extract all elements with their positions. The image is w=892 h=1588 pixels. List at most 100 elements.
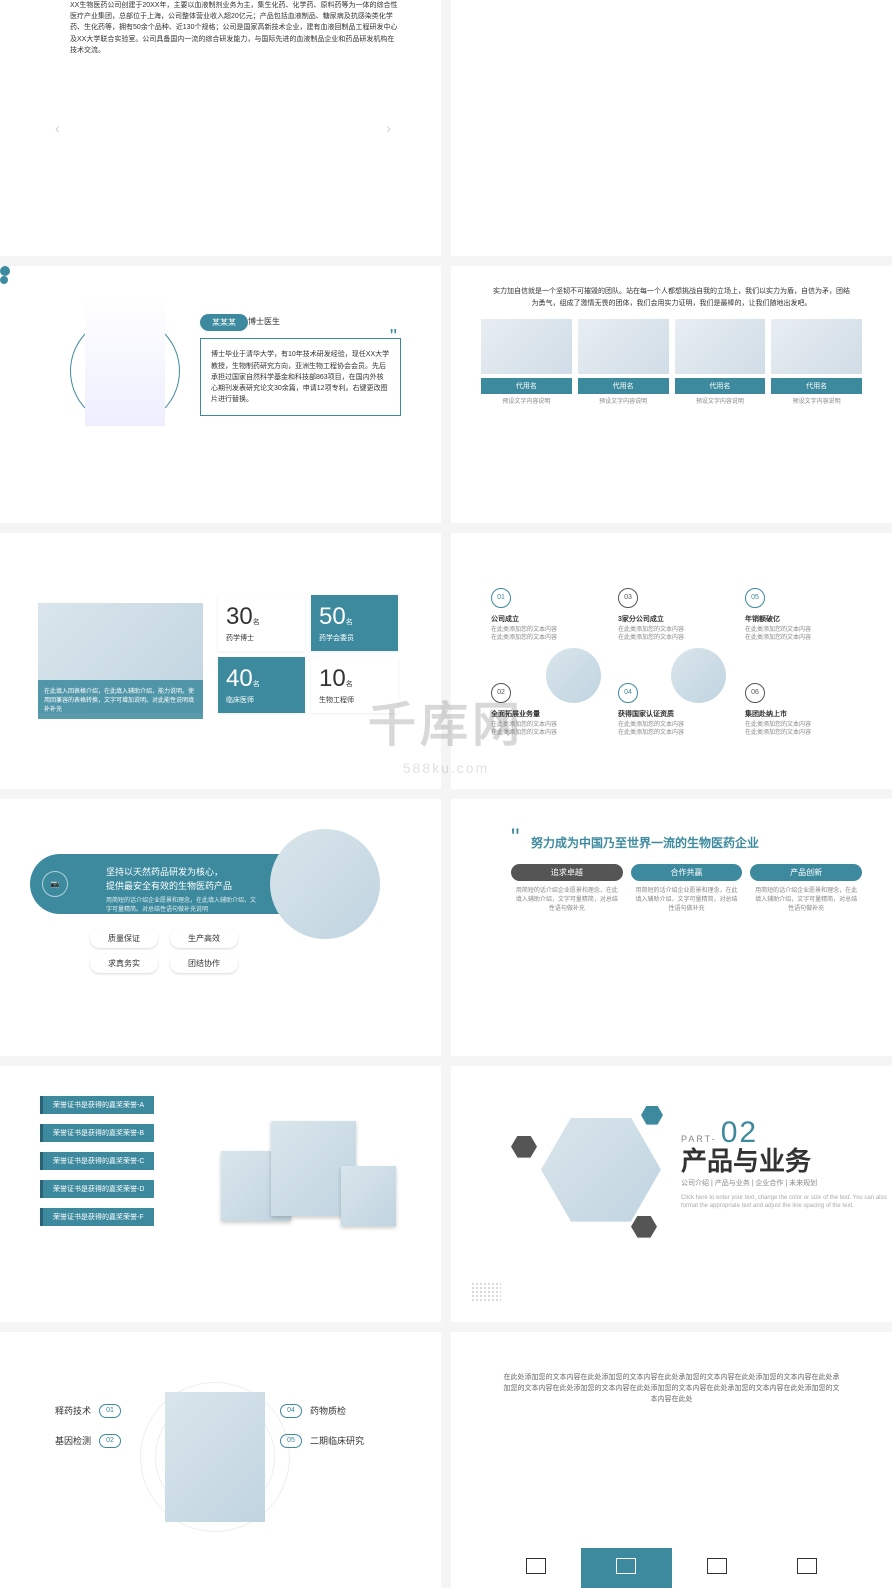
honor-list: 荣誉证书是获得的嘉奖荣誉-A 荣誉证书是获得的嘉奖荣誉-B 荣誉证书是获得的嘉奖荣誉… — [40, 1096, 154, 1236]
card-image — [481, 319, 572, 374]
tab-icon — [616, 1558, 636, 1574]
pill-text: 用简短的话介绍企业愿景和理念，在此填入辅助介绍，文字可量精简，对总结性语句做补充 — [750, 881, 862, 920]
honor-images — [221, 1121, 401, 1231]
stat-num: 50 — [319, 603, 346, 630]
honor-item: 荣誉证书是获得的嘉奖荣誉-A — [40, 1096, 154, 1114]
doctor-name-pill: 某某某 — [200, 314, 248, 331]
value-chip: 求真务实 — [90, 954, 158, 973]
tech-label: 药物质检 — [310, 1404, 346, 1417]
value-chip: 团结协作 — [170, 954, 238, 973]
hex-deco — [631, 1216, 657, 1238]
timeline-num: 04 — [618, 683, 638, 703]
stat-unit: 名 — [346, 681, 353, 688]
stat-num: 40 — [226, 665, 253, 692]
card-sub: 预设文字内容说明 — [771, 394, 862, 407]
card-image — [771, 319, 862, 374]
body-text: 在此处添加您的文本内容在此处添加您的文本内容在此处承加您的文本内容在此处添加您的… — [501, 1372, 842, 1406]
breadcrumb: 公司介绍 | 产品与业务 | 企业合作 | 未来规划 — [681, 1178, 817, 1188]
icon-tabs — [491, 1548, 852, 1588]
hex-deco — [511, 1136, 537, 1158]
slide-company-intro: ‹ › XX生物医药公司创建于20XX年，主要以血液制剂业务为主，集生化药、化学… — [0, 0, 441, 256]
timeline-num: 06 — [745, 683, 765, 703]
slide-mission: 坚持以天然药品研发为核心， 提供最安全有效的生物医药产品 用简短的话介绍企业愿景… — [0, 799, 441, 1055]
stat-tile: 10名生物工程师 — [311, 657, 398, 713]
center-photo — [165, 1392, 265, 1522]
arrow-left-icon[interactable]: ‹ — [55, 120, 60, 136]
icon-tab[interactable] — [672, 1548, 762, 1588]
tab-icon — [707, 1558, 727, 1574]
card-label: 代用名 — [578, 378, 669, 394]
timeline-title: 年销额破亿 — [745, 614, 872, 624]
stat-label: 药学会委员 — [319, 633, 390, 643]
timeline-num: 02 — [491, 683, 511, 703]
card-label: 代用名 — [675, 378, 766, 394]
pill-header: 追求卓越 — [511, 864, 623, 881]
icon-tab[interactable] — [762, 1548, 852, 1588]
team-intro: 实力加自信就是一个坚韧不可摧毁的团队。站在每一个人都想挑战自我的立场上，我们以实… — [451, 266, 892, 318]
stat-label: 临床医师 — [226, 695, 297, 705]
slide-icon-tabs: 在此处添加您的文本内容在此处添加您的文本内容在此处承加您的文本内容在此处添加您的… — [451, 1332, 892, 1588]
icon-tab[interactable] — [581, 1548, 671, 1588]
timeline-desc: 在此类添加您的文本内容在此类添加您的文本内容 — [745, 626, 872, 643]
timeline-item: 033家分公司成立在此类添加您的文本内容在此类添加您的文本内容 — [618, 588, 745, 643]
tab-icon — [797, 1558, 817, 1574]
stat-num: 10 — [319, 665, 346, 692]
value-chip: 质量保证 — [90, 929, 158, 948]
slide-timeline: 01公司成立在此类添加您的文本内容在此类添加您的文本内容033家分公司成立在此类… — [451, 533, 892, 789]
tech-num: 05 — [280, 1434, 302, 1448]
stat-tile: 50名药学会委员 — [311, 595, 398, 651]
stat-label: 生物工程师 — [319, 695, 390, 705]
arrow-right-icon[interactable]: › — [386, 120, 391, 136]
stat-unit: 名 — [253, 619, 260, 626]
honor-item: 荣誉证书是获得的嘉奖荣誉-B — [40, 1124, 154, 1142]
stat-unit: 名 — [346, 619, 353, 626]
icon-tab[interactable] — [491, 1548, 581, 1588]
card-label: 代用名 — [771, 378, 862, 394]
team-card: 代用名预设文字内容说明 — [675, 319, 766, 407]
tech-item: 释药技术01 — [55, 1404, 121, 1418]
timeline-desc: 在此类添加您的文本内容在此类添加您的文本内容 — [745, 721, 872, 738]
stat-tile: 30名药学博士 — [218, 595, 305, 651]
tech-label: 释药技术 — [55, 1404, 91, 1417]
stat-num: 30 — [226, 603, 253, 630]
timeline-item: 05年销额破亿在此类添加您的文本内容在此类添加您的文本内容 — [745, 588, 872, 643]
card-image — [578, 319, 669, 374]
card-image — [675, 319, 766, 374]
pill-text: 用简短的话介绍企业愿景和理念，在此填入辅助介绍，文字可量精简，对总结性语句做补充 — [511, 881, 623, 920]
timeline-title: 获得国家认证资质 — [618, 709, 745, 719]
doctor-photo — [85, 296, 165, 426]
slide-grid: ‹ › XX生物医药公司创建于20XX年，主要以血液制剂业务为主，集生化药、化学… — [0, 0, 892, 1588]
timeline-title: 全面拓展业务量 — [491, 709, 618, 719]
timeline-item: 01公司成立在此类添加您的文本内容在此类添加您的文本内容 — [491, 588, 618, 643]
tab-icon — [526, 1558, 546, 1574]
tech-label: 二期临床研究 — [310, 1434, 364, 1447]
intro-text: XX生物医药公司创建于20XX年，主要以血液制剂业务为主，集生化药、化学药、原料… — [70, 0, 401, 56]
value-chip: 生产高效 — [170, 929, 238, 948]
hex-photo — [541, 1118, 661, 1222]
value-pill: 追求卓越用简短的话介绍企业愿景和理念，在此填入辅助介绍，文字可量精简，对总结性语… — [511, 864, 623, 920]
camera-icon: 📷 — [42, 871, 68, 897]
timeline-photo — [671, 648, 726, 703]
honor-img — [341, 1166, 396, 1226]
section-title: 产品与业务 — [681, 1141, 811, 1178]
card-sub: 预设文字内容说明 — [578, 394, 669, 407]
honor-item: 荣誉证书是获得的嘉奖荣誉-D — [40, 1180, 154, 1198]
doctor-title: 博士医生 — [248, 316, 280, 327]
pill-text: 用简短的话介绍企业愿景和理念，在此填入辅助介绍，文字可量精简，对总结性语句做补充 — [631, 881, 743, 920]
slide-doctor-profile: 某某某 博士医生 " 博士毕业于清华大学，有10年技术研发经验，现任XX大学教授… — [0, 266, 441, 522]
team-card: 代用名预设文字内容说明 — [481, 319, 572, 407]
timeline-desc: 在此类添加您的文本内容在此类添加您的文本内容 — [618, 721, 745, 738]
team-card: 代用名预设文字内容说明 — [771, 319, 862, 407]
orbit-dot — [0, 276, 8, 284]
honor-item: 荣誉证书是获得的嘉奖荣誉-C — [40, 1152, 154, 1170]
quote-icon: " — [511, 824, 520, 852]
timeline-title: 3家分公司成立 — [618, 614, 745, 624]
mission-line1: 坚持以天然药品研发为核心， — [106, 866, 260, 880]
mission-line2: 提供最安全有效的生物医药产品 — [106, 880, 260, 894]
value-pill: 合作共赢用简短的话介绍企业愿景和理念，在此填入辅助介绍，文字可量精简，对总结性语… — [631, 864, 743, 920]
timeline-title: 公司成立 — [491, 614, 618, 624]
timeline-desc: 在此类添加您的文本内容在此类添加您的文本内容 — [491, 721, 618, 738]
card-sub: 预设文字内容说明 — [675, 394, 766, 407]
slide-team-cards: 实力加自信就是一个坚韧不可摧毁的团队。站在每一个人都想挑战自我的立场上，我们以实… — [451, 266, 892, 522]
tech-num: 04 — [280, 1404, 302, 1418]
